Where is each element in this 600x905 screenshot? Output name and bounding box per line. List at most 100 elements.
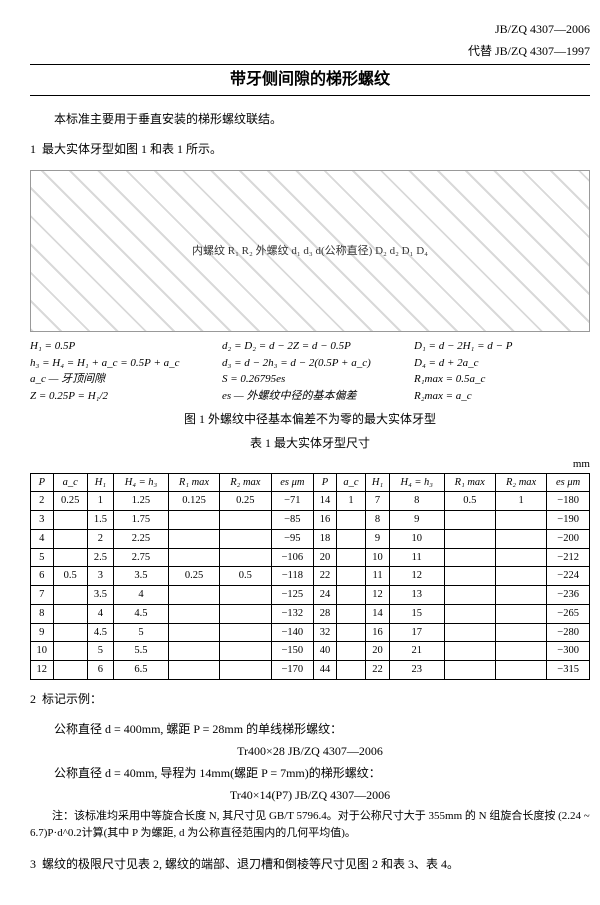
table-cell: 8 [366, 511, 390, 530]
table-cell [336, 661, 365, 680]
table-cell: 3.5 [114, 567, 169, 586]
table-cell: 32 [314, 623, 337, 642]
table-cell: 4 [87, 604, 113, 623]
table-cell [168, 604, 219, 623]
table-header-cell: H₁ [366, 473, 390, 492]
table-cell [53, 661, 87, 680]
table-cell: 14 [366, 604, 390, 623]
table-header-cell: H₁ [87, 473, 113, 492]
standard-code: JB/ZQ 4307—2006 [30, 20, 590, 38]
table-row: 60.533.50.250.5−118221112−224 [31, 567, 590, 586]
formula-col-2: d₂ = D₂ = d − 2Z = d − 0.5P d₃ = d − 2h₃… [222, 338, 398, 404]
table-cell: 12 [31, 661, 54, 680]
table-cell: 0.5 [444, 492, 495, 511]
table-row: 73.54−125241213−236 [31, 586, 590, 605]
table-cell: 7 [366, 492, 390, 511]
figure-1-diagram: 内螺纹 R₁ R₂ 外螺纹 d₁ d₃ d(公称直径) D₂ d₂ D₁ D₄ [30, 170, 590, 332]
table-cell [495, 661, 546, 680]
table-cell: 9 [389, 511, 444, 530]
table-cell: 2 [87, 529, 113, 548]
table-row: 94.55−140321617−280 [31, 623, 590, 642]
table-cell: 16 [314, 511, 337, 530]
example-2-mark: Tr40×14(P7) JB/ZQ 4307—2006 [30, 786, 590, 804]
table-header-cell: R₁ max [168, 473, 219, 492]
table-cell: 10 [366, 548, 390, 567]
table-1: Pa_cH₁H₄ = h₃R₁ maxR₂ maxes μmPa_cH₁H₄ =… [30, 473, 590, 680]
table-cell: 8 [389, 492, 444, 511]
table-cell: −170 [271, 661, 314, 680]
table-1-unit: mm [30, 456, 590, 473]
section-1: 1最大实体牙型如图 1 和表 1 所示。 [30, 140, 590, 158]
table-cell [220, 642, 271, 661]
table-cell: 10 [389, 529, 444, 548]
table-cell [495, 586, 546, 605]
table-cell: 4.5 [114, 604, 169, 623]
table-cell [168, 548, 219, 567]
table-cell: −190 [547, 511, 590, 530]
table-cell: 6 [87, 661, 113, 680]
table-cell [53, 604, 87, 623]
table-cell: 44 [314, 661, 337, 680]
table-row: 1055.5−150402021−300 [31, 642, 590, 661]
section-2-title: 标记示例： [42, 692, 102, 706]
table-row: 422.25−9518910−200 [31, 529, 590, 548]
formula-col-1: H₁ = 0.5P h₃ = H₄ = H₁ + a_c = 0.5P + a_… [30, 338, 206, 404]
table-cell: 10 [31, 642, 54, 661]
table-row: 1266.5−170442223−315 [31, 661, 590, 680]
table-cell: 1.25 [114, 492, 169, 511]
table-cell [336, 586, 365, 605]
diagram-labels: 内螺纹 R₁ R₂ 外螺纹 d₁ d₃ d(公称直径) D₂ d₂ D₁ D₄ [192, 243, 428, 260]
table-cell: −125 [271, 586, 314, 605]
table-header-cell: a_c [336, 473, 365, 492]
table-cell: 9 [366, 529, 390, 548]
page-title: 带牙侧间隙的梯形螺纹 [30, 64, 590, 96]
table-cell: 6 [31, 567, 54, 586]
table-cell: 20 [366, 642, 390, 661]
table-cell: 6.5 [114, 661, 169, 680]
table-cell: 2.5 [87, 548, 113, 567]
table-cell: 0.25 [168, 567, 219, 586]
table-cell: 17 [389, 623, 444, 642]
table-header-cell: es μm [271, 473, 314, 492]
table-cell: −212 [547, 548, 590, 567]
example-1-label: 公称直径 d = 400mm, 螺距 P = 28mm 的单线梯形螺纹： [30, 720, 590, 738]
table-cell [168, 586, 219, 605]
table-cell: 2.25 [114, 529, 169, 548]
table-cell: 1.75 [114, 511, 169, 530]
table-row: 20.2511.250.1250.25−71141780.51−180 [31, 492, 590, 511]
table-cell: 4 [31, 529, 54, 548]
section-1-text: 最大实体牙型如图 1 和表 1 所示。 [42, 142, 222, 156]
table-header-cell: es μm [547, 473, 590, 492]
section-3: 3螺纹的极限尺寸见表 2, 螺纹的端部、退刀槽和倒棱等尺寸见图 2 和表 3、表… [30, 855, 590, 873]
table-cell [444, 548, 495, 567]
table-cell: −150 [271, 642, 314, 661]
table-cell: 16 [366, 623, 390, 642]
section-2: 2标记示例： [30, 690, 590, 708]
table-row: 31.51.75−851689−190 [31, 511, 590, 530]
table-cell: 20 [314, 548, 337, 567]
table-cell: 5 [87, 642, 113, 661]
table-cell [168, 511, 219, 530]
table-cell: 2.75 [114, 548, 169, 567]
table-cell: −236 [547, 586, 590, 605]
table-cell [495, 529, 546, 548]
table-cell [444, 511, 495, 530]
table-cell: −106 [271, 548, 314, 567]
table-cell [444, 567, 495, 586]
table-cell [444, 661, 495, 680]
table-cell: 11 [389, 548, 444, 567]
table-header-cell: P [314, 473, 337, 492]
replaces-code: 代替 JB/ZQ 4307—1997 [30, 42, 590, 60]
table-cell [53, 586, 87, 605]
table-header-cell: a_c [53, 473, 87, 492]
table-cell: 22 [366, 661, 390, 680]
table-cell [444, 623, 495, 642]
table-cell: −71 [271, 492, 314, 511]
table-cell: 4 [114, 586, 169, 605]
table-cell: 1 [87, 492, 113, 511]
table-cell: 7 [31, 586, 54, 605]
table-cell [53, 623, 87, 642]
table-cell: 24 [314, 586, 337, 605]
table-cell: 11 [366, 567, 390, 586]
table-cell [220, 661, 271, 680]
